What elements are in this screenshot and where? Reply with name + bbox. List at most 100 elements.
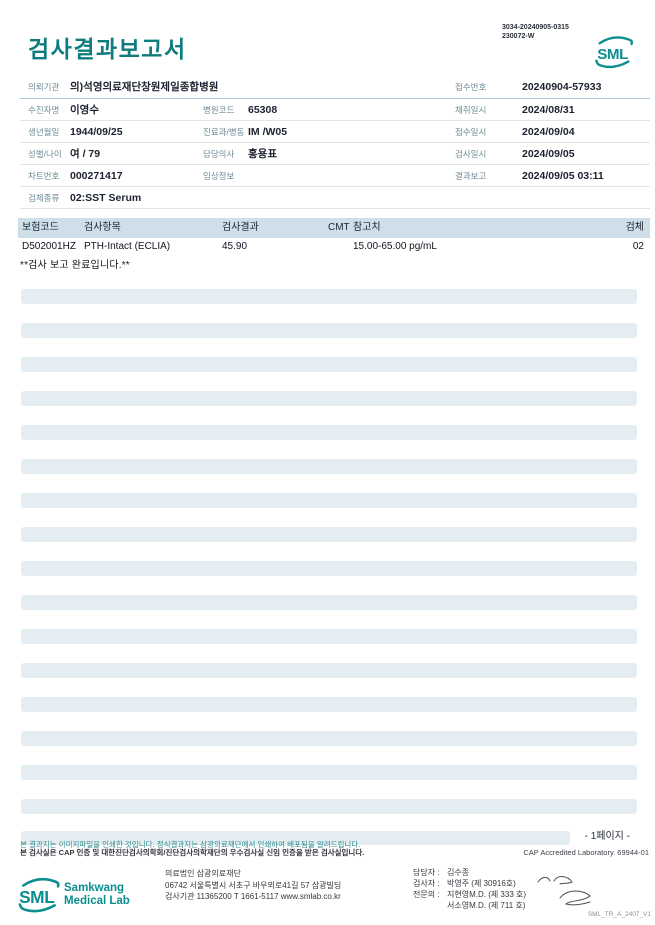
empty-row-stripe [21, 357, 637, 372]
empty-row-stripe [21, 731, 637, 746]
field-label: 접수번호 [455, 82, 487, 92]
col-header-cmt: CMT [328, 222, 350, 233]
result-specimen-code: 02 [632, 241, 644, 252]
empty-row-stripe [21, 831, 570, 845]
svg-text:SML: SML [597, 46, 628, 63]
empty-row-stripe [21, 323, 637, 338]
document-code-line2: 230072-W [502, 32, 535, 40]
org-name: 의료법인 삼광의료재단 [165, 869, 241, 878]
field-label: 수진자명 [28, 105, 60, 115]
patient-info-table: 의뢰기관 의)석영의료재단창원제일종합병원 접수번호 20240904-5793… [20, 76, 650, 209]
field-value: IM /W05 [248, 126, 288, 138]
field-label: 검사일시 [455, 149, 487, 159]
lab-address-block: 의료법인 삼광의료재단 06742 서울특별시 서초구 바우뫼로41길 57 삼… [165, 868, 341, 903]
staff-label: 전문의 : [413, 890, 440, 899]
info-row: 생년월일 1944/09/25 진료과/병동 IM /W05 접수일시 2024… [20, 121, 650, 143]
field-label: 접수일시 [455, 127, 487, 137]
org-address: 06742 서울특별시 서초구 바우뫼로41길 57 삼광빌딩 [165, 880, 342, 890]
staff-row: 검사자 : 박영주 (제 30916호) [413, 878, 526, 889]
field-value: 02:SST Serum [70, 192, 142, 204]
document-codes: 3034-20240905-0315 230072-W [502, 24, 569, 41]
info-row: 수진자명 이영수 병원코드 65308 채취일시 2024/08/31 [20, 99, 650, 121]
field-value: 1944/09/25 [70, 126, 123, 138]
sml-footer-logo-icon: SML [18, 877, 60, 913]
field-label: 차트번호 [28, 171, 60, 181]
results-table-header: 보험코드 검사항목 검사결과 CMT 참고치 검체 [18, 218, 650, 238]
empty-row-stripe [21, 425, 637, 440]
empty-row-stripe [21, 493, 637, 508]
info-row: 의뢰기관 의)석영의료재단창원제일종합병원 접수번호 20240904-5793… [20, 76, 650, 99]
lab-name: Samkwang Medical Lab [64, 882, 130, 908]
page-title: 검사결과보고서 [28, 36, 187, 62]
empty-row-stripe [21, 459, 637, 474]
field-value: 65308 [248, 104, 278, 116]
page-number: - 1페이지 - [584, 831, 630, 842]
result-value: 45.90 [222, 241, 248, 252]
empty-row-stripe [21, 289, 637, 304]
field-value: 2024/09/05 [522, 148, 575, 160]
empty-row-stripe [21, 595, 637, 610]
empty-row-stripe [21, 391, 637, 406]
staff-label: 담당자 : [413, 868, 440, 877]
field-label: 임상정보 [203, 171, 235, 181]
staff-row: 담당자 : 김수종 [413, 867, 526, 878]
empty-row-stripe [21, 527, 637, 542]
field-label: 병원코드 [203, 105, 235, 115]
staff-row: 서소영M.D. (제 711 호) [413, 900, 526, 911]
staff-value: 지현영M.D. (제 333 호) [447, 890, 527, 899]
field-label: 진료과/병동 [203, 127, 245, 137]
empty-row-stripe [21, 697, 637, 712]
field-label: 생년월일 [28, 127, 60, 137]
field-label: 결과보고 [455, 171, 487, 181]
signature-icon [537, 876, 591, 906]
info-row: 차트번호 000271417 임상정보 결과보고 2024/09/05 03:1… [20, 165, 650, 187]
field-label: 의뢰기관 [28, 82, 60, 92]
field-value: 2024/09/04 [522, 126, 575, 138]
field-label: 성별/나이 [28, 149, 62, 159]
col-header-test-item: 검사항목 [84, 222, 121, 233]
form-code: SML_TR_A_2407_V1 [587, 911, 651, 918]
col-header-specimen: 검체 [625, 222, 644, 233]
empty-row-stripe [21, 799, 637, 814]
staff-label: 검사자 : [413, 879, 440, 888]
org-contact: 검사기관 11365200 T 1661-5117 www.smlab.co.k… [165, 892, 341, 901]
field-label: 채취일시 [455, 105, 487, 115]
empty-row-stripe [21, 663, 637, 678]
cap-accredited-label: CAP Accredited Laboratory. 69944-01 [523, 848, 649, 857]
col-header-insurance-code: 보험코드 [22, 222, 59, 233]
staff-value: 김수종 [447, 868, 470, 877]
staff-value: 서소영M.D. (제 711 호) [447, 901, 526, 910]
info-row: 성별/나이 여 / 79 담당의사 홍용표 검사일시 2024/09/05 [20, 143, 650, 165]
result-reference-range: 15.00-65.00 pg/mL [353, 241, 437, 252]
staff-block: 담당자 : 김수종 검사자 : 박영주 (제 30916호) 전문의 : 지현영M.D… [413, 867, 526, 911]
info-row: 검체종류 02:SST Serum [20, 187, 650, 209]
field-value: 홍용표 [248, 148, 277, 160]
lab-name-line1: Samkwang [64, 882, 125, 894]
svg-text:SML: SML [19, 887, 55, 907]
result-insurance-code: D502001HZ [22, 241, 76, 252]
col-header-result: 검사결과 [222, 222, 259, 233]
completion-note: **검사 보고 완료입니다.** [20, 260, 130, 271]
field-value: 2024/08/31 [522, 104, 575, 116]
staff-row: 전문의 : 지현영M.D. (제 333 호) [413, 889, 526, 900]
disclaimer-image-print: 본 결과지는 이미지파일을 인쇄한 것입니다. 정식결과지는 삼광의료재단에서 … [20, 840, 361, 849]
result-row: D502001HZ PTH-Intact (ECLIA) 45.90 15.00… [18, 239, 650, 255]
col-header-reference: 참고치 [353, 222, 381, 233]
field-value: 이영수 [70, 104, 99, 116]
field-value: 2024/09/05 03:11 [522, 170, 604, 182]
document-code-line1: 3034-20240905-0315 [502, 24, 569, 31]
field-value: 여 / 79 [70, 148, 101, 160]
field-value: 의)석영의료재단창원제일종합병원 [70, 81, 219, 93]
field-value: 20240904-57933 [522, 81, 602, 93]
result-test-item: PTH-Intact (ECLIA) [84, 241, 171, 252]
sml-logo-icon: SML [595, 36, 633, 69]
field-label: 담당의사 [203, 149, 235, 159]
staff-value: 박영주 (제 30916호) [447, 879, 516, 888]
field-value: 000271417 [70, 170, 123, 182]
empty-row-stripe [21, 765, 637, 780]
disclaimer-cap-accreditation: 본 검사실은 CAP 인증 및 대한진단검사의학회/진단검사의학재단의 우수검사… [20, 848, 365, 857]
empty-row-stripe [21, 629, 637, 644]
lab-name-line2: Medical Lab [64, 895, 130, 907]
empty-row-stripe [21, 561, 637, 576]
